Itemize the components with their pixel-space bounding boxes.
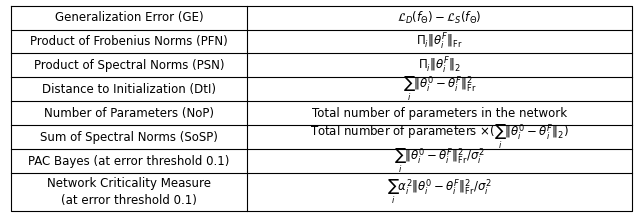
Text: $\sum_i \alpha_i^2 \|\theta_i^0 - \theta_i^F\|_{\mathrm{Fr}}^2 / \sigma_i^2$: $\sum_i \alpha_i^2 \|\theta_i^0 - \theta… bbox=[387, 178, 492, 206]
Text: $\sum_i \|\theta_i^0 - \theta_i^F\|_{\mathrm{Fr}}^2 / \sigma_i^2$: $\sum_i \|\theta_i^0 - \theta_i^F\|_{\ma… bbox=[394, 147, 485, 175]
Text: $\Pi_i \|\theta_i^F\|_{\mathrm{Fr}}$: $\Pi_i \|\theta_i^F\|_{\mathrm{Fr}}$ bbox=[417, 31, 463, 52]
Text: $\Pi_i \|\theta_i^F\|_2$: $\Pi_i \|\theta_i^F\|_2$ bbox=[418, 55, 461, 76]
Text: $\mathcal{L}_D(f_\Theta) - \mathcal{L}_S(f_\Theta)$: $\mathcal{L}_D(f_\Theta) - \mathcal{L}_S… bbox=[397, 10, 482, 26]
Text: Product of Frobenius Norms (PFN): Product of Frobenius Norms (PFN) bbox=[30, 35, 228, 48]
Text: Network Criticality Measure
(at error threshold 0.1): Network Criticality Measure (at error th… bbox=[47, 177, 211, 207]
Text: $\sum_i \|\theta_i^0 - \theta_i^F\|_{\mathrm{Fr}}^2$: $\sum_i \|\theta_i^0 - \theta_i^F\|_{\ma… bbox=[403, 75, 477, 104]
Text: Product of Spectral Norms (PSN): Product of Spectral Norms (PSN) bbox=[34, 59, 225, 72]
Text: Generalization Error (GE): Generalization Error (GE) bbox=[55, 11, 204, 24]
Text: Number of Parameters (NoP): Number of Parameters (NoP) bbox=[44, 107, 214, 120]
Text: Sum of Spectral Norms (SoSP): Sum of Spectral Norms (SoSP) bbox=[40, 131, 218, 144]
Text: Total number of parameters in the network: Total number of parameters in the networ… bbox=[312, 107, 567, 120]
Text: Distance to Initialization (DtI): Distance to Initialization (DtI) bbox=[42, 83, 216, 96]
Text: Total number of parameters $\times(\sum_i \|\theta_i^0 - \theta_i^F\|_2)$: Total number of parameters $\times(\sum_… bbox=[310, 123, 569, 151]
Text: PAC Bayes (at error threshold 0.1): PAC Bayes (at error threshold 0.1) bbox=[28, 155, 230, 168]
